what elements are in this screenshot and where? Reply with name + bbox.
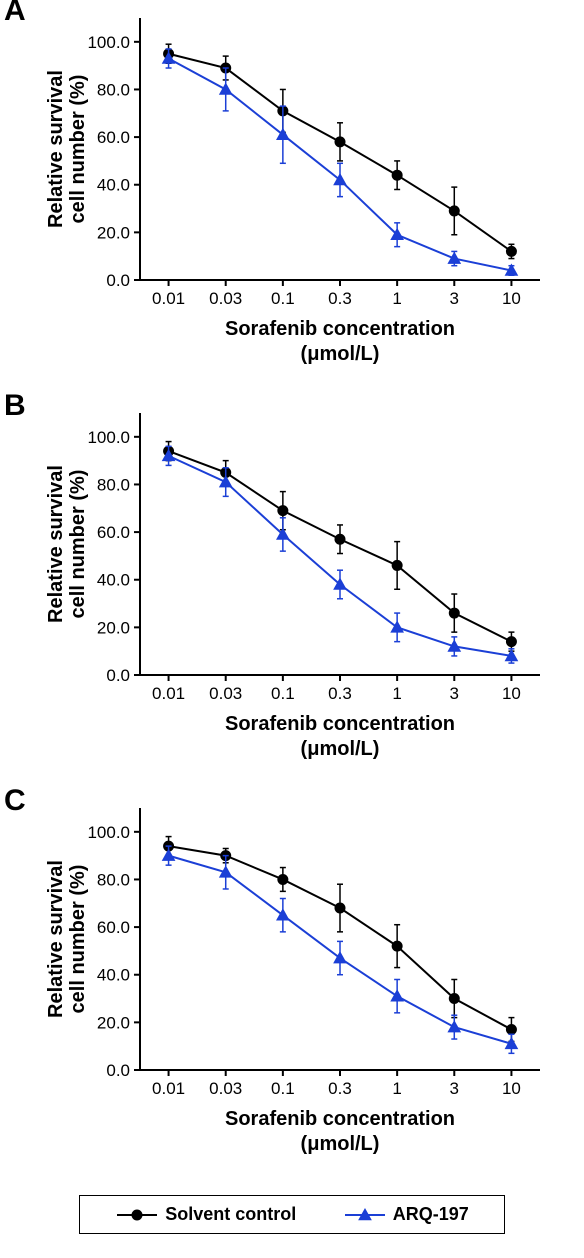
svg-text:Sorafenib concentration: Sorafenib concentration [225, 1108, 455, 1130]
svg-text:10: 10 [502, 1079, 521, 1098]
svg-text:0.01: 0.01 [152, 289, 185, 308]
svg-text:0.0: 0.0 [106, 271, 130, 290]
svg-text:80.0: 80.0 [97, 475, 130, 494]
svg-text:10: 10 [502, 684, 521, 703]
legend-label-arq: ARQ-197 [393, 1204, 469, 1225]
svg-text:0.03: 0.03 [209, 289, 242, 308]
svg-text:Relative survival: Relative survival [45, 465, 67, 623]
svg-text:80.0: 80.0 [97, 80, 130, 99]
svg-text:cell number (%): cell number (%) [67, 75, 89, 224]
panel-label: A [4, 0, 26, 28]
svg-text:60.0: 60.0 [97, 128, 130, 147]
svg-text:20.0: 20.0 [97, 618, 130, 637]
legend-item-arq: ARQ-197 [343, 1204, 469, 1225]
chart-panel-C: C0.020.040.060.080.0100.00.010.030.10.31… [0, 790, 584, 1185]
svg-text:100.0: 100.0 [87, 33, 130, 52]
chart-svg: 0.0 20.0 40.0 60.0 80.0 100.0 0.01 0.03 0.1 0.3 1 3… [40, 790, 560, 1185]
svg-text:100.0: 100.0 [87, 428, 130, 447]
chart-panel-B: B0.020.040.060.080.0100.00.010.030.10.31… [0, 395, 584, 790]
svg-text:3: 3 [450, 684, 459, 703]
svg-text:0.1: 0.1 [271, 684, 295, 703]
legend-swatch-solvent [115, 1205, 159, 1225]
legend-swatch-arq [343, 1205, 387, 1225]
svg-text:Sorafenib concentration: Sorafenib concentration [225, 713, 455, 735]
svg-text:0.0: 0.0 [106, 666, 130, 685]
legend: Solvent control ARQ-197 [79, 1195, 505, 1234]
svg-text:(μmol/L): (μmol/L) [301, 738, 380, 760]
chart-svg: 0.0 20.0 40.0 60.0 80.0 100.0 0.01 0.03 0.1 0.3 1 3… [40, 0, 560, 395]
svg-text:3: 3 [450, 1079, 459, 1098]
svg-text:40.0: 40.0 [97, 966, 130, 985]
svg-text:Relative survival: Relative survival [45, 70, 67, 228]
legend-item-solvent: Solvent control [115, 1204, 296, 1225]
svg-text:40.0: 40.0 [97, 571, 130, 590]
svg-text:100.0: 100.0 [87, 823, 130, 842]
svg-text:0.03: 0.03 [209, 1079, 242, 1098]
svg-text:0.1: 0.1 [271, 289, 295, 308]
panel-label: C [4, 784, 26, 818]
svg-text:cell number (%): cell number (%) [67, 470, 89, 619]
svg-text:Relative survival: Relative survival [45, 860, 67, 1018]
svg-text:0.3: 0.3 [328, 1079, 352, 1098]
svg-text:80.0: 80.0 [97, 870, 130, 889]
svg-text:Sorafenib concentration: Sorafenib concentration [225, 318, 455, 340]
svg-text:0.3: 0.3 [328, 684, 352, 703]
svg-text:1: 1 [392, 289, 401, 308]
svg-text:3: 3 [450, 289, 459, 308]
svg-text:0.1: 0.1 [271, 1079, 295, 1098]
svg-text:0.01: 0.01 [152, 1079, 185, 1098]
svg-text:60.0: 60.0 [97, 523, 130, 542]
svg-text:0.3: 0.3 [328, 289, 352, 308]
svg-text:20.0: 20.0 [97, 223, 130, 242]
svg-text:40.0: 40.0 [97, 176, 130, 195]
panel-label: B [4, 389, 26, 423]
legend-label-solvent: Solvent control [165, 1204, 296, 1225]
svg-text:0.01: 0.01 [152, 684, 185, 703]
svg-text:60.0: 60.0 [97, 918, 130, 937]
panels-container: A0.020.040.060.080.0100.00.010.030.10.31… [0, 0, 584, 1185]
svg-text:0.03: 0.03 [209, 684, 242, 703]
svg-text:1: 1 [392, 684, 401, 703]
svg-text:20.0: 20.0 [97, 1013, 130, 1032]
svg-text:0.0: 0.0 [106, 1061, 130, 1080]
svg-text:(μmol/L): (μmol/L) [301, 1133, 380, 1155]
svg-text:10: 10 [502, 289, 521, 308]
svg-text:cell number (%): cell number (%) [67, 865, 89, 1014]
chart-panel-A: A 0.0 20.0 40.0 60.0 80.0 100.0 0.01 0.03 0.1 0.3 1… [0, 0, 584, 395]
chart-svg: 0.0 20.0 40.0 60.0 80.0 100.0 0.01 0.03 0.1 0.3 1 3… [40, 395, 560, 790]
svg-text:1: 1 [392, 1079, 401, 1098]
svg-text:(μmol/L): (μmol/L) [301, 343, 380, 365]
